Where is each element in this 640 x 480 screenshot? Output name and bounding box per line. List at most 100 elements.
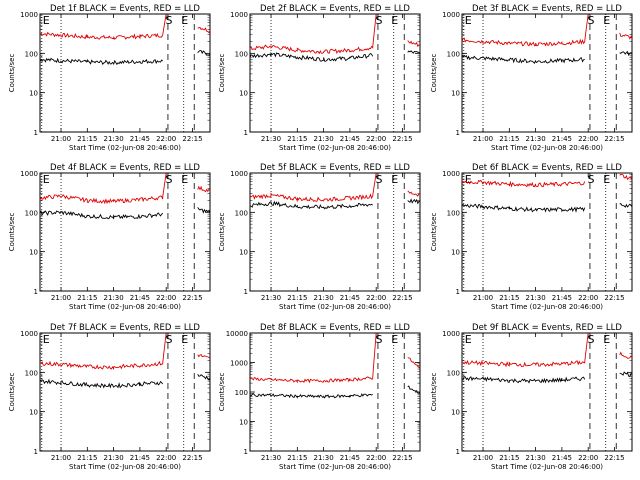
series-events-line: [39, 373, 211, 389]
series-lld-line: [39, 172, 211, 205]
y-tick-label: 100: [235, 209, 248, 217]
y-tick-label: 10: [239, 419, 248, 427]
y-tick-label: 1: [244, 288, 248, 296]
panel-title: Det 4f BLACK = Events, RED = LLD: [50, 163, 200, 173]
x-tick-label: 21:45: [130, 454, 150, 462]
x-axis-label: Start Time (02-Jun-08 20:46:00): [491, 144, 603, 152]
marker-label: E: [391, 173, 398, 186]
x-tick-label: 22:15: [604, 135, 624, 143]
y-tick-label: 100: [25, 209, 38, 217]
panel-det-2f: Det 2f BLACK = Events, RED = LLD 1 10 100 10…: [218, 4, 421, 152]
panel-det-7f: Det 7f BLACK = Events, RED = LLD 1 10 100 10…: [8, 323, 211, 471]
marker-label: E: [603, 333, 610, 346]
x-tick-label: 22:15: [182, 294, 202, 302]
y-tick-label: 100: [447, 369, 460, 377]
panel-det-6f: Det 6f BLACK = Events, RED = LLD 1 10 100 10…: [430, 163, 633, 311]
y-tick-label: 100: [235, 389, 248, 397]
plot-frame: [249, 172, 421, 292]
y-tick-label: 1: [34, 129, 38, 137]
marker-label: E: [43, 173, 50, 186]
series-events-line: [461, 50, 633, 64]
y-tick-label: 1000: [230, 11, 248, 19]
series-events-line: [461, 371, 633, 384]
panel-det-3f: Det 3f BLACK = Events, RED = LLD 1 10 100 10…: [430, 4, 633, 152]
panel-det-4f: Det 4f BLACK = Events, RED = LLD 1 10 100 10…: [8, 163, 211, 311]
y-tick-label: 10: [29, 90, 38, 98]
x-tick-label: 21:00: [51, 294, 71, 302]
plot-frame: [461, 13, 633, 133]
x-tick-label: 21:30: [261, 454, 281, 462]
y-tick-label: 10: [29, 249, 38, 257]
x-tick-label: 21:15: [287, 135, 307, 143]
y-tick-label: 1000: [20, 170, 38, 178]
panel-det-5f: Det 5f BLACK = Events, RED = LLD 1 10 100 10…: [218, 163, 421, 311]
y-axis-label: Counts/sec: [218, 213, 226, 252]
y-tick-label: 1: [456, 288, 460, 296]
x-tick-label: 21:15: [77, 454, 97, 462]
x-tick-label: 21:30: [104, 294, 124, 302]
y-axis-label: Counts/sec: [430, 373, 438, 412]
x-tick-label: 21:00: [473, 454, 493, 462]
x-axis-label: Start Time (02-Jun-08 20:46:00): [491, 303, 603, 311]
panel-title: Det 7f BLACK = Events, RED = LLD: [50, 323, 200, 333]
y-tick-label: 1: [244, 448, 248, 456]
series-lld-line: [249, 13, 421, 55]
y-tick-label: 1000: [230, 170, 248, 178]
marker-label: S: [375, 173, 382, 186]
y-tick-label: 1: [456, 129, 460, 137]
series-lld-line: [461, 332, 633, 368]
x-tick-label: 22:15: [392, 135, 412, 143]
marker-label: S: [165, 333, 172, 346]
y-tick-label: 100: [25, 369, 38, 377]
panel-det-8f: Det 8f BLACK = Events, RED = LLD 1 10 100 10…: [218, 323, 421, 471]
x-tick-label: 22:00: [578, 294, 598, 302]
panel-title: Det 8f BLACK = Events, RED = LLD: [260, 323, 410, 333]
panel-title: Det 2f BLACK = Events, RED = LLD: [260, 4, 410, 14]
x-tick-label: 22:00: [366, 454, 386, 462]
series-events-line: [249, 50, 421, 62]
x-tick-label: 22:15: [604, 294, 624, 302]
x-tick-label: 21:30: [526, 454, 546, 462]
y-tick-label: 1: [34, 448, 38, 456]
panel-det-1f: Det 1f BLACK = Events, RED = LLD 1 10 100 10…: [8, 4, 211, 152]
y-tick-label: 100: [235, 50, 248, 58]
x-tick-label: 22:15: [392, 294, 412, 302]
x-tick-label: 22:00: [156, 135, 176, 143]
x-tick-label: 22:15: [182, 454, 202, 462]
y-axis-label: Counts/sec: [8, 213, 16, 252]
x-axis-label: Start Time (02-Jun-08 20:46:00): [279, 144, 391, 152]
marker-label: E: [181, 14, 188, 27]
y-tick-label: 1: [244, 129, 248, 137]
series-events-line: [249, 385, 421, 399]
y-tick-label: 1000: [20, 11, 38, 19]
x-tick-label: 21:30: [104, 454, 124, 462]
series-lld-line: [39, 13, 211, 40]
y-tick-label: 1000: [230, 360, 248, 368]
x-tick-label: 22:00: [578, 454, 598, 462]
marker-label: S: [587, 173, 594, 186]
y-tick-label: 10: [239, 249, 248, 257]
y-tick-label: 10: [239, 90, 248, 98]
x-axis-label: Start Time (02-Jun-08 20:46:00): [69, 144, 181, 152]
x-tick-label: 22:00: [366, 294, 386, 302]
marker-label: E: [181, 173, 188, 186]
marker-label: E: [43, 14, 50, 27]
y-axis-label: Counts/sec: [430, 213, 438, 252]
marker-label: E: [603, 173, 610, 186]
x-axis-label: Start Time (02-Jun-08 20:46:00): [491, 463, 603, 471]
x-tick-label: 21:30: [104, 135, 124, 143]
x-tick-label: 22:00: [156, 454, 176, 462]
panel-title: Det 1f BLACK = Events, RED = LLD: [50, 4, 200, 14]
x-tick-label: 21:15: [499, 294, 519, 302]
x-tick-label: 22:15: [182, 135, 202, 143]
plot-frame: [39, 172, 211, 292]
y-tick-label: 1000: [442, 170, 460, 178]
x-tick-label: 21:00: [51, 135, 71, 143]
series-events-line: [461, 202, 633, 213]
plot-frame: [39, 332, 211, 452]
y-tick-label: 1000: [20, 330, 38, 338]
panel-title: Det 5f BLACK = Events, RED = LLD: [260, 163, 410, 173]
x-tick-label: 21:00: [473, 294, 493, 302]
x-tick-label: 21:30: [314, 454, 334, 462]
y-tick-label: 1000: [442, 330, 460, 338]
